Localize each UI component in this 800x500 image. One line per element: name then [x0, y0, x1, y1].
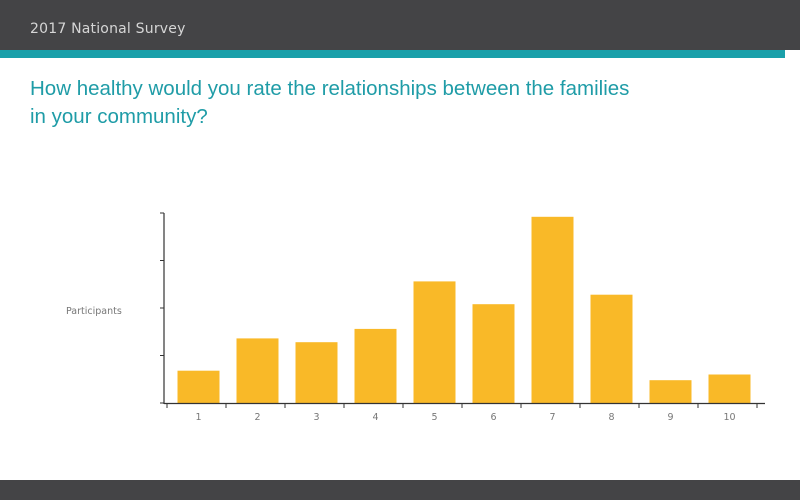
x-tick-label-4: 4: [372, 412, 378, 423]
bar-3: [295, 342, 338, 403]
bar-4: [354, 328, 397, 403]
x-tick-label-8: 8: [608, 412, 614, 423]
footer-bar: [0, 480, 800, 500]
chart-title: How healthy would you rate the relations…: [30, 77, 630, 128]
accent-bar: [0, 50, 785, 58]
bar-10: [708, 374, 751, 403]
x-tick-label-9: 9: [667, 412, 673, 423]
y-axis-label: Participants: [66, 306, 122, 317]
bar-8: [590, 294, 633, 403]
bar-5: [413, 281, 456, 403]
x-tick-label-3: 3: [313, 412, 319, 423]
bar-7: [531, 216, 574, 403]
bar-9: [649, 380, 692, 403]
header-bar: 2017 National Survey: [0, 0, 800, 50]
x-tick-label-1: 1: [195, 412, 201, 423]
x-tick-label-10: 10: [723, 412, 735, 423]
bar-2: [236, 338, 279, 403]
header-title: 2017 National Survey: [30, 21, 186, 37]
x-tick-label-7: 7: [549, 412, 555, 423]
bar-1: [177, 370, 220, 403]
x-tick-label-2: 2: [254, 412, 260, 423]
x-tick-label-6: 6: [490, 412, 496, 423]
x-tick-label-5: 5: [431, 412, 437, 423]
bar-6: [472, 304, 515, 403]
